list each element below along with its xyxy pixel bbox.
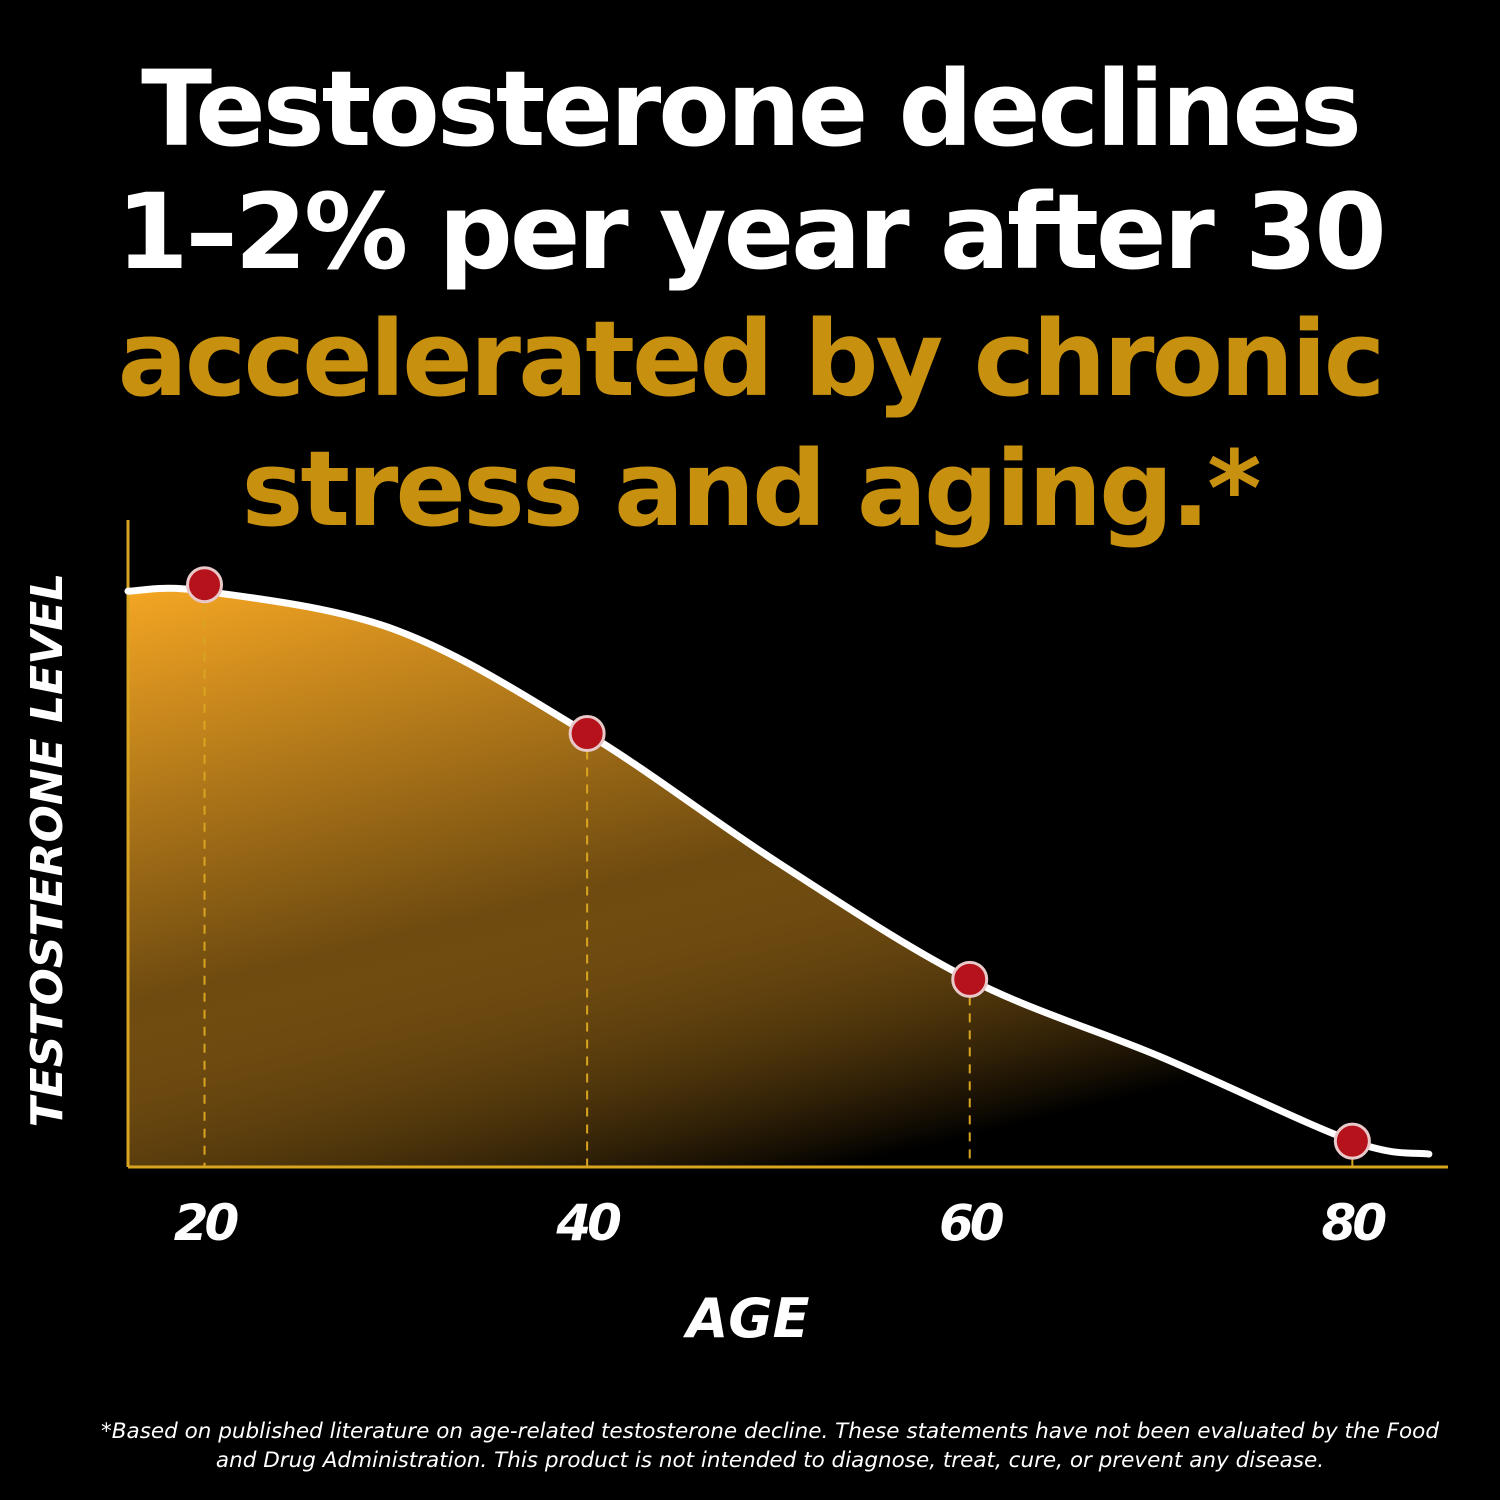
data-point	[186, 566, 224, 604]
data-point	[951, 960, 989, 998]
area-fill	[128, 588, 1429, 1167]
subtitle-line: stress and aging.*	[242, 428, 1261, 550]
title-line: 1–2% per year after 30	[116, 171, 1384, 293]
title-line: Testosterone declines	[141, 48, 1359, 170]
subtitle-line: accelerated by chronic	[118, 298, 1383, 420]
footnote: and Drug Administration. This product is…	[216, 1448, 1324, 1473]
x-tick-label: 20	[174, 1194, 239, 1252]
curve-line	[124, 584, 1433, 1158]
x-axis-label: AGE	[682, 1287, 809, 1350]
data-point	[1333, 1122, 1371, 1160]
x-tick-label: 60	[939, 1194, 1004, 1252]
data-point	[568, 715, 606, 753]
x-tick-label: 40	[555, 1194, 621, 1252]
x-tick-label: 80	[1322, 1194, 1387, 1252]
footnote: *Based on published literature on age-re…	[101, 1419, 1439, 1444]
y-axis-label: TESTOSTERONE LEVEL	[22, 573, 73, 1128]
